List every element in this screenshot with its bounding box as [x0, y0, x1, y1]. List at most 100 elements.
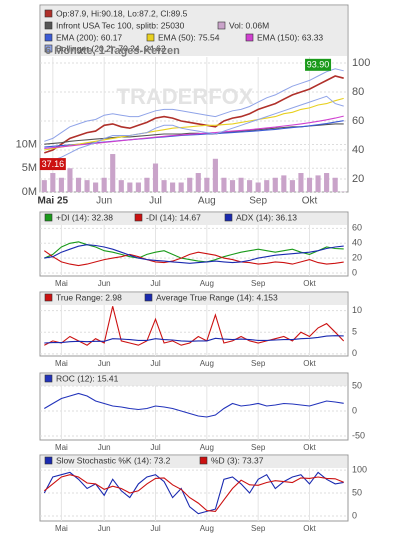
legend-swatch	[44, 456, 53, 465]
volume-bar	[195, 173, 201, 192]
legend-swatch	[217, 21, 226, 30]
x-tick-label: Jul	[150, 443, 160, 452]
y-tick-label: 40	[352, 144, 364, 156]
legend-band	[41, 6, 347, 56]
y-tick-label: 100	[352, 465, 367, 475]
series-line	[44, 75, 344, 154]
volume-bar	[170, 182, 176, 192]
y-tick-label: 0M	[22, 186, 37, 198]
y-tick-label: 0	[352, 510, 357, 520]
bollinger-upper	[44, 68, 344, 142]
series-line	[44, 123, 344, 145]
legend-label: %D (3): 73.37	[211, 455, 264, 465]
x-tick-label: Jul	[150, 524, 160, 533]
volume-bar	[187, 177, 193, 192]
price-badge-label: 93.90	[307, 60, 330, 70]
y-tick-label: 5	[352, 327, 357, 337]
volume-bar	[332, 177, 338, 192]
legend-band	[41, 374, 347, 386]
volume-bar	[50, 173, 56, 192]
x-tick-label: Jun	[98, 524, 111, 533]
x-tick-label: Okt	[302, 196, 318, 207]
y-tick-label: 10M	[16, 138, 37, 150]
legend-label: True Range: 2.98	[56, 292, 122, 302]
volume-bar	[255, 182, 261, 192]
volume-bar	[135, 182, 141, 192]
legend-label: +DI (14): 32.38	[56, 212, 113, 222]
x-tick-label: Jun	[98, 279, 111, 288]
volume-bar	[178, 182, 184, 192]
x-tick-label: Jul	[150, 279, 160, 288]
legend-swatch	[44, 213, 53, 222]
x-tick-label: Sep	[251, 359, 266, 368]
series-line	[44, 97, 344, 151]
legend-band	[41, 456, 347, 468]
volume-bar	[204, 177, 210, 192]
x-tick-label: Jun	[96, 196, 112, 207]
legend-label: EMA (200): 60.17	[56, 32, 122, 42]
volume-bar	[306, 177, 313, 192]
y-tick-label: 20	[352, 253, 362, 263]
legend-swatch	[44, 9, 53, 18]
volume-bar	[93, 182, 99, 192]
y-tick-label: 40	[352, 238, 362, 248]
x-tick-label: Jun	[98, 359, 111, 368]
legend-label: -DI (14): 14.67	[146, 212, 201, 222]
volume-bar	[161, 180, 167, 192]
x-tick-label: Aug	[200, 279, 214, 288]
legend-swatch	[224, 213, 233, 222]
legend-swatch	[144, 293, 153, 302]
y-tick-label: -50	[352, 430, 365, 440]
legend-swatch	[199, 456, 208, 465]
x-tick-label: Okt	[303, 359, 316, 368]
x-tick-label: Aug	[198, 196, 216, 207]
x-tick-label: Aug	[200, 359, 214, 368]
series-line	[44, 392, 344, 418]
volume-bar	[152, 163, 159, 192]
series-line	[44, 241, 344, 263]
volume-bar	[58, 177, 64, 192]
series-line	[44, 244, 344, 264]
volume-bar	[264, 180, 270, 192]
volume-bar	[84, 180, 90, 192]
legend-label: ROC (12): 15.41	[56, 373, 119, 383]
y-tick-label: 80	[352, 86, 364, 98]
x-tick-label: Sep	[251, 524, 266, 533]
legend-swatch	[146, 33, 155, 42]
legend-swatch	[44, 44, 53, 53]
volume-bar	[144, 177, 150, 192]
y-tick-label: 50	[352, 487, 362, 497]
legend-label: EMA (50): 75.54	[158, 32, 220, 42]
x-tick-label: Mai	[55, 524, 68, 533]
legend-label: ADX (14): 36.13	[236, 212, 297, 222]
legend-label: Op:87.9, Hi:90.18, Lo:87.2, Cl:89.5	[56, 8, 188, 18]
volume-bar	[127, 182, 133, 192]
bollinger-lower	[44, 95, 344, 163]
x-tick-label: Jul	[150, 359, 160, 368]
series-line	[43, 250, 344, 267]
legend-swatch	[44, 374, 53, 383]
watermark: TRADERFOX	[117, 84, 254, 109]
volume-bar	[315, 175, 321, 192]
legend-label: Infront USA Tec 100, splitb: 25030	[56, 20, 185, 30]
volume-bar	[229, 180, 236, 192]
series-line	[43, 474, 344, 512]
legend-swatch	[245, 33, 254, 42]
x-tick-label: Mai	[55, 359, 68, 368]
price-badge	[39, 158, 66, 171]
volume-bar	[75, 177, 82, 192]
volume-bar	[67, 168, 73, 192]
series-line	[44, 335, 344, 344]
legend-swatch	[134, 213, 143, 222]
y-tick-label: 0	[352, 405, 357, 415]
y-tick-label: 0	[352, 267, 357, 277]
volume-bar	[238, 177, 244, 192]
legend-label: Slow Stochastic %K (14): 73.2	[56, 455, 171, 465]
y-tick-label: 20	[352, 173, 364, 185]
x-tick-label: Okt	[303, 443, 316, 452]
volume-bar	[281, 175, 287, 192]
volume-bar	[101, 177, 107, 192]
chart-title: 6 Monate, 1-Tages-Kerzen	[45, 45, 180, 57]
y-tick-label: 100	[352, 57, 370, 69]
